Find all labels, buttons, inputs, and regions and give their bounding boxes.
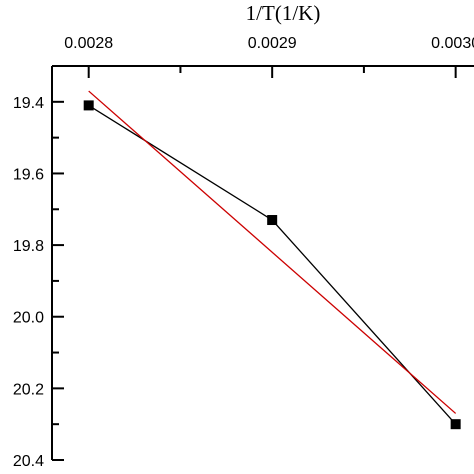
x-ticks: 0.0028 0.0029 0.0030: [64, 35, 474, 78]
x-tick-label: 0.0029: [248, 35, 297, 52]
data-point: [267, 215, 278, 226]
x-tick-label: 0.0028: [64, 35, 113, 52]
y-tick-label: 20.2: [13, 381, 44, 398]
data-point: [83, 100, 94, 111]
y-tick-label: 19.4: [13, 95, 44, 112]
axes: [51, 65, 474, 460]
y-tick-label: 19.6: [13, 166, 44, 183]
y-tick-label: 20.4: [13, 453, 44, 470]
x-tick-label: 0.0030: [431, 35, 474, 52]
series: [83, 90, 461, 430]
fit-line: [88, 90, 457, 414]
y-tick-label: 19.8: [13, 238, 44, 255]
data-line: [88, 104, 457, 425]
data-point: [450, 419, 461, 430]
y-tick-label: 20.0: [13, 310, 44, 327]
x-axis-title: 1/T(1/K): [246, 1, 321, 25]
y-ticks: 19.4 19.6 19.8 20.0 20.2 20.4: [13, 65, 64, 470]
